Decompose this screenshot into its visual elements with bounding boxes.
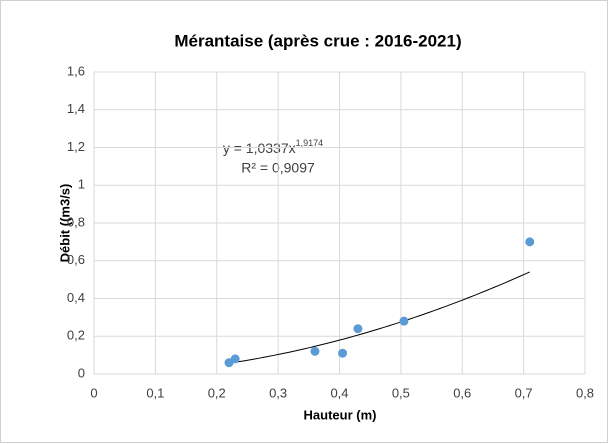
y-tick-label: 1 (78, 177, 85, 192)
data-point (353, 324, 363, 334)
y-tick-label: 1,4 (67, 101, 85, 116)
y-tick-label: 0,2 (67, 328, 85, 343)
trendline (228, 271, 530, 364)
data-point (230, 354, 240, 364)
x-tick-label: 0,5 (392, 385, 410, 400)
x-tick-label: 0,2 (208, 385, 226, 400)
x-tick-label: 0,1 (146, 385, 164, 400)
x-tick-label: 0,4 (330, 385, 348, 400)
x-tick-label: 0,3 (269, 385, 287, 400)
data-point (338, 348, 348, 358)
y-tick-label: 0,4 (67, 290, 85, 305)
data-point (525, 237, 535, 247)
y-tick-label: 0 (78, 365, 85, 380)
equation-exponent: 1,9174 (296, 138, 324, 148)
data-point (399, 316, 409, 326)
x-tick-label: 0,8 (576, 385, 594, 400)
y-tick-label: 0,6 (67, 252, 85, 267)
y-tick-label: 1,2 (67, 139, 85, 154)
y-tick-label: 0,8 (67, 214, 85, 229)
data-point (310, 346, 320, 356)
chart-title: Mérantaise (après crue : 2016-2021) (174, 31, 461, 50)
y-tick-label: 1,6 (67, 63, 85, 78)
y-axis-label: Débit ((m3/s) (57, 184, 72, 263)
x-tick-label: 0 (90, 385, 97, 400)
x-axis-label: Hauteur (m) (304, 407, 377, 422)
x-tick-label: 0,6 (453, 385, 471, 400)
x-tick-label: 0,7 (515, 385, 533, 400)
